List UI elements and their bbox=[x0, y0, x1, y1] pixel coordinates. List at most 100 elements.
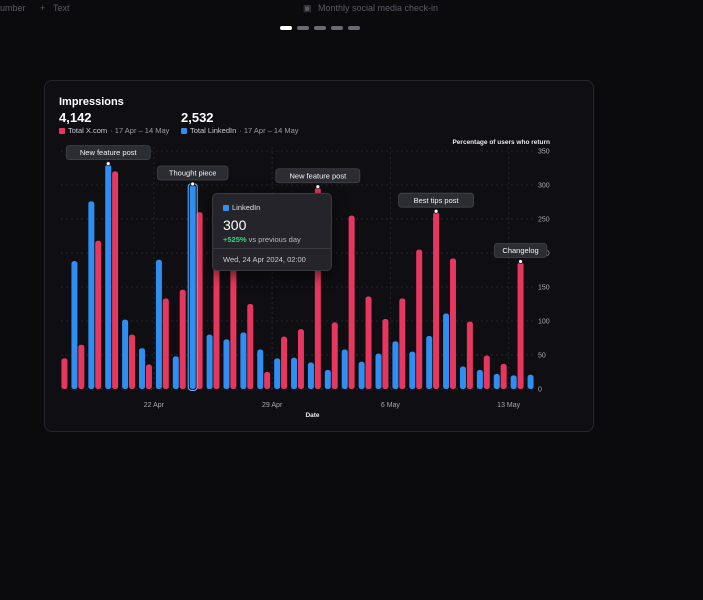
bar-linkedin[interactable] bbox=[71, 261, 78, 389]
breadcrumb-left[interactable]: umber bbox=[0, 3, 26, 13]
bar-linkedin[interactable] bbox=[459, 366, 466, 389]
text-button[interactable]: Text bbox=[53, 3, 70, 13]
y-tick-label: 300 bbox=[538, 183, 550, 190]
bar-linkedin[interactable] bbox=[88, 201, 95, 389]
bar-linkedin[interactable] bbox=[527, 374, 534, 389]
bar-xcom[interactable] bbox=[365, 296, 372, 389]
bar-xcom[interactable] bbox=[145, 364, 152, 389]
annotation-marker bbox=[518, 259, 523, 264]
carousel-dot[interactable] bbox=[297, 26, 309, 30]
annotation-box bbox=[398, 192, 474, 208]
annotation-marker bbox=[315, 184, 321, 190]
bar-xcom[interactable] bbox=[281, 336, 288, 389]
bar-linkedin[interactable] bbox=[223, 339, 230, 389]
x-tick-label: 13 May bbox=[497, 402, 520, 409]
bar-linkedin[interactable] bbox=[324, 369, 331, 389]
plus-icon[interactable]: + bbox=[40, 3, 46, 13]
bar-linkedin[interactable] bbox=[257, 349, 264, 389]
bar-xcom[interactable] bbox=[213, 264, 220, 389]
bar-linkedin[interactable] bbox=[375, 353, 382, 389]
bar-xcom[interactable] bbox=[297, 329, 304, 389]
bar-linkedin[interactable] bbox=[409, 351, 416, 389]
bar-linkedin[interactable] bbox=[189, 185, 196, 389]
annotation-box bbox=[493, 243, 548, 258]
annotation-marker bbox=[105, 161, 111, 166]
bar-linkedin[interactable] bbox=[493, 374, 500, 389]
stat-xcom: 4,142 Total X.com · 17 Apr – 14 May bbox=[59, 110, 169, 135]
bar-linkedin[interactable] bbox=[307, 362, 314, 389]
bar-xcom[interactable] bbox=[61, 358, 68, 389]
bar-xcom[interactable] bbox=[449, 258, 456, 389]
bar-linkedin[interactable] bbox=[392, 341, 399, 389]
bar-linkedin[interactable] bbox=[240, 332, 247, 389]
bar-linkedin[interactable] bbox=[274, 358, 281, 389]
legend-linkedin[interactable]: Total LinkedIn · 17 Apr – 14 May bbox=[181, 126, 299, 135]
annotation-label: Changelog bbox=[502, 246, 538, 255]
bar-linkedin[interactable] bbox=[358, 361, 365, 389]
annotation-marker bbox=[190, 181, 196, 187]
document-title[interactable]: Monthly social media check-in bbox=[318, 3, 439, 13]
bar-linkedin[interactable] bbox=[122, 319, 129, 389]
tooltip-change-percent: +525% bbox=[223, 235, 247, 244]
bar-xcom[interactable] bbox=[500, 363, 507, 389]
bar-xcom[interactable] bbox=[247, 304, 254, 389]
stat-linkedin: 2,532 Total LinkedIn · 17 Apr – 14 May bbox=[181, 110, 299, 135]
bar-linkedin[interactable] bbox=[155, 259, 162, 389]
bar-xcom[interactable] bbox=[78, 344, 85, 389]
bar-xcom[interactable] bbox=[517, 262, 524, 389]
carousel-dot[interactable] bbox=[280, 26, 292, 30]
bar-linkedin[interactable] bbox=[476, 369, 483, 389]
annotation-box bbox=[157, 165, 229, 181]
y-tick-label: 100 bbox=[538, 319, 550, 326]
annotation-label: Thought piece bbox=[169, 169, 217, 178]
annotation-marker bbox=[433, 208, 439, 214]
bar-linkedin[interactable] bbox=[139, 348, 146, 389]
annotation-box bbox=[65, 145, 151, 160]
bar-linkedin[interactable] bbox=[341, 349, 348, 389]
bar-xcom[interactable] bbox=[348, 215, 355, 389]
bar-linkedin[interactable] bbox=[426, 335, 433, 389]
y-tick-label: 0 bbox=[538, 387, 542, 394]
bar-xcom[interactable] bbox=[466, 321, 473, 389]
bar-xcom[interactable] bbox=[399, 298, 406, 389]
bar-linkedin[interactable] bbox=[443, 313, 450, 389]
stat-linkedin-value: 2,532 bbox=[181, 110, 214, 125]
y-tick-label: 250 bbox=[538, 217, 550, 224]
legend-range-xcom: · 17 Apr – 14 May bbox=[110, 126, 170, 135]
bar-xcom[interactable] bbox=[416, 249, 423, 389]
tooltip-value: 300 bbox=[223, 217, 247, 233]
bar-xcom[interactable] bbox=[129, 334, 136, 389]
carousel-dot[interactable] bbox=[331, 26, 343, 30]
bar-xcom[interactable] bbox=[433, 212, 440, 389]
bar-linkedin[interactable] bbox=[510, 375, 517, 389]
bar-xcom[interactable] bbox=[382, 318, 389, 389]
bar-xcom[interactable] bbox=[95, 240, 102, 389]
bar-xcom[interactable] bbox=[112, 171, 119, 389]
bar-xcom[interactable] bbox=[331, 322, 338, 389]
bar-linkedin[interactable] bbox=[291, 357, 298, 389]
tooltip-swatch bbox=[223, 204, 229, 211]
annotation-label: New feature post bbox=[289, 171, 347, 180]
bar-xcom[interactable] bbox=[230, 265, 237, 389]
tooltip-divider bbox=[213, 248, 331, 249]
tooltip-date: Wed, 24 Apr 2024, 02:00 bbox=[223, 255, 306, 264]
bar-linkedin[interactable] bbox=[172, 356, 179, 389]
legend-xcom[interactable]: Total X.com · 17 Apr – 14 May bbox=[59, 126, 169, 135]
legend-swatch-xcom bbox=[59, 127, 65, 134]
bar-xcom[interactable] bbox=[483, 355, 490, 389]
bar-xcom[interactable] bbox=[264, 372, 271, 389]
carousel-dot[interactable] bbox=[348, 26, 360, 30]
bar-xcom[interactable] bbox=[162, 298, 169, 389]
bar-linkedin[interactable] bbox=[105, 164, 112, 389]
bar-linkedin[interactable] bbox=[206, 334, 213, 389]
carousel-dot[interactable] bbox=[314, 26, 326, 30]
page-icon: ▣ bbox=[303, 3, 312, 13]
tooltip-series: LinkedIn bbox=[223, 203, 260, 212]
annotation-label: New feature post bbox=[80, 148, 138, 157]
bar-xcom[interactable] bbox=[196, 212, 203, 389]
x-tick-label: 6 May bbox=[381, 402, 401, 409]
legend-label-xcom: Total X.com bbox=[68, 126, 108, 135]
y-tick-label: 50 bbox=[538, 353, 546, 360]
bar-xcom[interactable] bbox=[179, 289, 186, 389]
